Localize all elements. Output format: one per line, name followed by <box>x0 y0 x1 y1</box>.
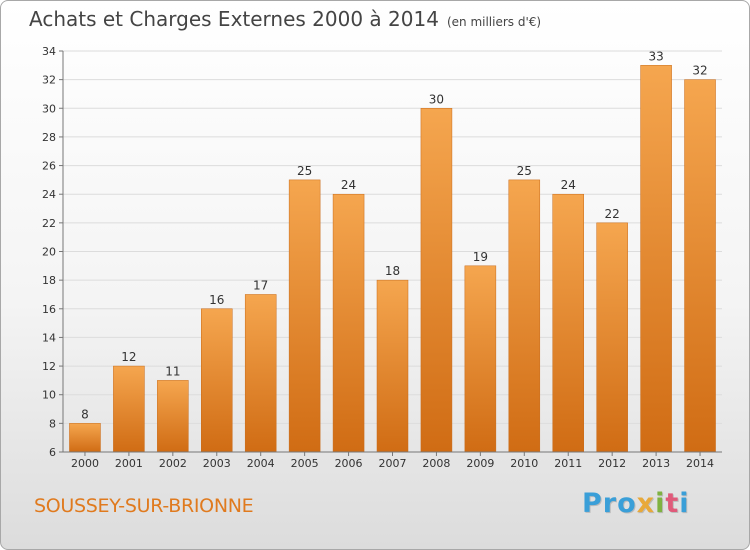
bar <box>288 179 321 453</box>
x-tick-label: 2003 <box>203 457 231 470</box>
x-tick-label: 2004 <box>247 457 275 470</box>
bar <box>332 193 365 453</box>
bar-value-label: 19 <box>473 250 488 264</box>
y-tick-label: 24 <box>42 188 56 201</box>
y-tick-label: 8 <box>49 417 56 430</box>
bar-value-label: 24 <box>341 178 356 192</box>
bar-value-label: 16 <box>209 293 224 307</box>
bar <box>508 179 541 453</box>
y-tick-label: 32 <box>42 74 56 87</box>
y-tick-label: 12 <box>42 360 56 373</box>
x-tick-label: 2006 <box>335 457 363 470</box>
bar-value-label: 17 <box>253 278 268 292</box>
x-tick-label: 2013 <box>642 457 670 470</box>
y-tick-label: 34 <box>42 45 56 58</box>
bar-value-label: 18 <box>385 264 400 278</box>
y-tick-label: 20 <box>42 246 56 259</box>
bar <box>596 222 628 453</box>
bar-value-label: 24 <box>561 178 576 192</box>
bar-value-label: 33 <box>648 49 663 63</box>
y-tick-label: 26 <box>42 160 56 173</box>
x-tick-label: 2007 <box>379 457 407 470</box>
proxiti-logo: Proxiti <box>582 488 690 519</box>
y-tick-label: 14 <box>42 331 56 344</box>
x-tick-label: 2011 <box>554 457 582 470</box>
x-tick-label: 2012 <box>598 457 626 470</box>
bar <box>113 365 145 453</box>
bar-value-label: 11 <box>165 364 180 378</box>
x-tick-label: 2005 <box>291 457 319 470</box>
y-tick-label: 28 <box>42 131 56 144</box>
bar-value-label: 22 <box>605 207 620 221</box>
bar <box>420 108 453 453</box>
bar <box>69 423 101 453</box>
logo-part-5: i <box>679 488 690 519</box>
x-tick-label: 2010 <box>510 457 538 470</box>
bar-value-label: 12 <box>121 350 136 364</box>
chart-title: Achats et Charges Externes 2000 à 2014 (e… <box>29 7 541 31</box>
chart-unit: (en milliers d'€) <box>446 15 542 29</box>
chart-title-text: Achats et Charges Externes 2000 à 2014 <box>29 7 439 31</box>
logo-part-1: Pro <box>582 488 637 519</box>
logo-part-4: t <box>665 488 680 519</box>
logo-part-2: x <box>636 488 656 519</box>
place-name: SOUSSEY-SUR-BRIONNE <box>34 495 254 517</box>
y-tick-label: 22 <box>42 217 56 230</box>
bar <box>464 265 497 453</box>
bar-value-label: 30 <box>429 92 444 106</box>
bar <box>640 65 672 453</box>
x-tick-label: 2014 <box>686 457 714 470</box>
bar-value-label: 25 <box>517 164 532 178</box>
x-tick-label: 2001 <box>115 457 143 470</box>
y-tick-label: 16 <box>42 303 56 316</box>
logo-part-3: i <box>655 488 666 519</box>
bar <box>552 193 584 453</box>
x-tick-label: 2009 <box>466 457 494 470</box>
bar <box>157 380 189 453</box>
bar-value-label: 25 <box>297 164 312 178</box>
y-tick-label: 10 <box>42 389 56 402</box>
bar <box>201 308 233 453</box>
y-tick-label: 30 <box>42 102 56 115</box>
y-tick-label: 6 <box>49 446 56 459</box>
bar <box>244 294 277 453</box>
x-tick-label: 2002 <box>159 457 187 470</box>
x-tick-label: 2008 <box>422 457 450 470</box>
bar <box>684 79 716 453</box>
bar-value-label: 8 <box>81 407 89 421</box>
bar <box>376 279 409 453</box>
x-tick-label: 2000 <box>71 457 99 470</box>
bar-value-label: 32 <box>692 64 707 78</box>
y-tick-label: 18 <box>42 274 56 287</box>
